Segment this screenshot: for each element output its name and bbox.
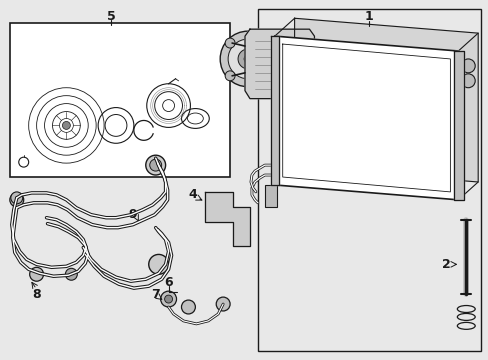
Circle shape [181, 300, 195, 314]
Text: 1: 1 [364, 10, 373, 23]
Text: 2: 2 [441, 258, 450, 271]
Circle shape [145, 155, 165, 175]
Circle shape [224, 38, 235, 48]
Circle shape [238, 49, 257, 69]
Circle shape [244, 55, 251, 63]
Polygon shape [294, 18, 477, 182]
Circle shape [65, 268, 77, 280]
Circle shape [220, 31, 275, 87]
Circle shape [214, 202, 224, 212]
Circle shape [228, 39, 267, 79]
Polygon shape [244, 29, 314, 99]
Circle shape [460, 59, 474, 73]
Circle shape [460, 74, 474, 88]
Text: 8: 8 [32, 288, 41, 301]
Bar [299, 93, 315, 105]
Bar [299, 25, 315, 37]
Circle shape [62, 121, 70, 129]
Polygon shape [453, 51, 463, 200]
Polygon shape [274, 36, 457, 200]
Text: 5: 5 [106, 10, 115, 23]
Circle shape [303, 95, 311, 103]
Circle shape [10, 193, 24, 207]
Bar [257, 9, 480, 351]
Circle shape [216, 297, 230, 311]
Bar [10, 23, 230, 177]
Circle shape [11, 192, 22, 204]
Circle shape [164, 295, 172, 303]
Text: 3: 3 [325, 40, 333, 53]
Circle shape [30, 267, 43, 281]
Circle shape [303, 27, 311, 35]
Polygon shape [205, 192, 249, 247]
Text: 6: 6 [164, 276, 173, 289]
Text: 4: 4 [188, 188, 196, 201]
Text: 7: 7 [151, 288, 160, 301]
Circle shape [224, 71, 235, 81]
Circle shape [148, 255, 168, 274]
Polygon shape [270, 36, 278, 185]
Text: 9: 9 [128, 208, 137, 221]
Circle shape [149, 159, 162, 171]
Circle shape [236, 225, 245, 235]
Bar [264, 185, 276, 207]
Circle shape [161, 291, 176, 307]
